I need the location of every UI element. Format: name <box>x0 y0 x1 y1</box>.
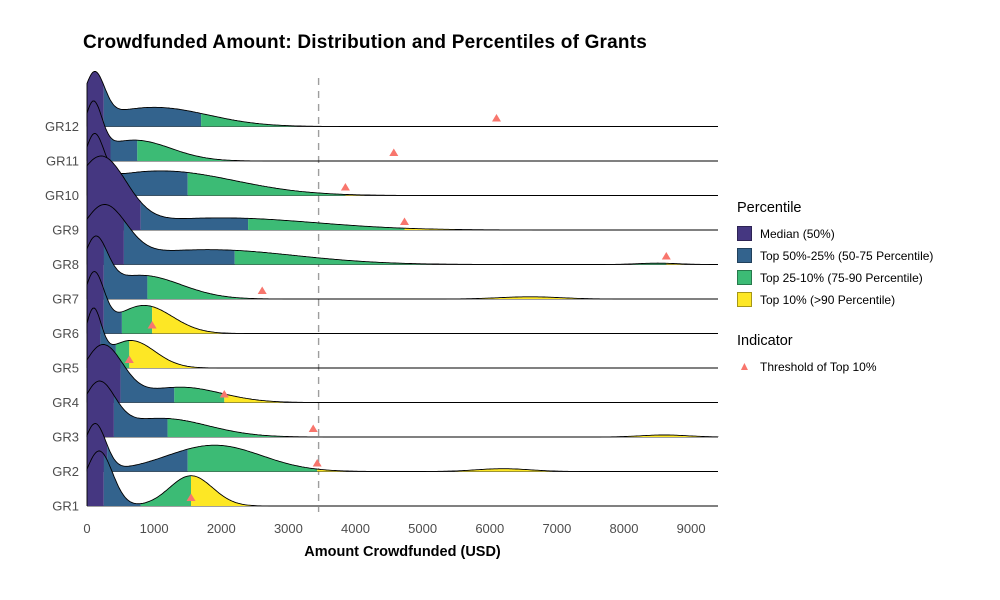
legend-item-threshold: ▲ Threshold of Top 10% <box>737 359 997 374</box>
legend-item-p50-75: Top 50%-25% (50-75 Percentile) <box>737 248 997 263</box>
legend-label-median: Median (50%) <box>760 226 835 241</box>
ridge-outline-GR10 <box>86 133 718 196</box>
density-band-p75-90-GR8 <box>234 250 667 265</box>
legend-label-p50-75: Top 50%-25% (50-75 Percentile) <box>760 248 934 263</box>
density-band-p75-90-GR2 <box>187 445 318 472</box>
legend-percentile-title: Percentile <box>737 200 802 216</box>
density-band-top10-GR4 <box>224 393 719 403</box>
legend-indicator-title: Indicator <box>737 333 793 349</box>
ridge-outline-GR2 <box>86 423 718 472</box>
ridge-outline-GR5 <box>86 307 718 369</box>
legend-label-p75-90: Top 25-10% (75-90 Percentile) <box>760 270 923 285</box>
group-label-GR12: GR12 <box>45 119 79 134</box>
density-band-median-GR1 <box>87 451 104 506</box>
x-tick-label: 6000 <box>475 521 504 536</box>
density-band-p75-90-GR9 <box>248 218 405 230</box>
median-swatch-icon <box>737 226 752 241</box>
threshold-marker-GR10 <box>340 183 350 191</box>
density-band-p50-75-GR4 <box>120 360 175 403</box>
chart-title: Crowdfunded Amount: Distribution and Per… <box>83 32 648 53</box>
density-band-p75-90-GR4 <box>174 387 225 403</box>
p50-75-swatch-icon <box>737 248 752 263</box>
threshold-marker-GR9 <box>400 217 409 225</box>
x-tick-label: 4000 <box>341 521 370 536</box>
x-tick-label: 3000 <box>274 521 303 536</box>
legend-label-top10: Top 10% (>90 Percentile) <box>760 292 896 307</box>
density-band-p50-75-GR12 <box>103 85 202 127</box>
density-band-top10-GR7 <box>262 296 718 299</box>
density-band-p75-90-GR6 <box>121 305 153 334</box>
legend-label-threshold: Threshold of Top 10% <box>760 359 877 374</box>
density-band-p75-90-GR12 <box>201 113 497 127</box>
ridge-outline-GR3 <box>86 380 719 438</box>
ridge-outline-GR7 <box>86 235 718 300</box>
x-tick-label: 8000 <box>610 521 639 536</box>
density-band-p50-75-GR7 <box>103 244 148 299</box>
density-band-top10-GR9 <box>404 228 718 230</box>
ridge-outline-GR4 <box>86 344 718 403</box>
group-label-GR5: GR5 <box>52 361 79 376</box>
top10-swatch-icon <box>737 292 752 307</box>
density-band-top10-GR2 <box>317 468 718 472</box>
ridge-outline-GR1 <box>86 450 718 507</box>
group-label-GR6: GR6 <box>52 326 79 341</box>
legend-item-median: Median (50%) <box>737 226 997 241</box>
density-band-p75-90-GR11 <box>137 140 394 161</box>
ridge-outline-GR9 <box>86 155 718 231</box>
group-label-GR8: GR8 <box>52 257 79 272</box>
x-tick-label: 0 <box>83 521 90 536</box>
density-band-p75-90-GR10 <box>187 172 346 196</box>
density-band-p50-75-GR1 <box>103 454 141 506</box>
density-band-p75-90-GR7 <box>147 275 263 299</box>
density-band-top10-GR6 <box>152 306 719 334</box>
ridge-outline-GR8 <box>86 204 718 265</box>
density-band-p75-90-GR3 <box>167 418 314 437</box>
x-tick-label: 1000 <box>140 521 169 536</box>
threshold-triangle-icon: ▲ <box>738 359 751 373</box>
group-label-GR10: GR10 <box>45 188 79 203</box>
legend-item-top10: Top 10% (>90 Percentile) <box>737 292 997 307</box>
threshold-marker-GR1 <box>186 493 196 501</box>
density-band-p50-75-GR9 <box>140 201 249 230</box>
p75-90-swatch-icon <box>737 270 752 285</box>
ridge-outline-GR11 <box>86 100 718 162</box>
legend: Percentile Median (50%) Top 50%-25% (50-… <box>737 200 997 381</box>
threshold-marker-GR6 <box>147 321 157 329</box>
x-tick-label: 5000 <box>408 521 437 536</box>
threshold-marker-GR2 <box>312 459 322 467</box>
legend-item-p75-90: Top 25-10% (75-90 Percentile) <box>737 270 997 285</box>
density-band-top10-GR5 <box>129 340 719 368</box>
threshold-marker-GR5 <box>124 355 134 363</box>
threshold-marker-GR4 <box>219 390 229 398</box>
density-band-median-GR3 <box>87 381 114 437</box>
group-label-GR3: GR3 <box>52 430 79 445</box>
group-label-GR1: GR1 <box>52 499 79 514</box>
ridge-outline-GR12 <box>86 71 718 127</box>
density-band-p50-75-GR2 <box>107 444 188 472</box>
density-band-top10-GR1 <box>191 475 718 506</box>
group-label-GR9: GR9 <box>52 223 79 238</box>
ridge-outline-GR6 <box>86 271 718 334</box>
x-tick-label: 9000 <box>677 521 706 536</box>
x-tick-label: 7000 <box>542 521 571 536</box>
threshold-marker-GR7 <box>257 286 267 294</box>
density-band-p50-75-GR11 <box>110 137 138 161</box>
group-label-GR2: GR2 <box>52 464 79 479</box>
x-axis-title: Amount Crowdfunded (USD) <box>304 544 501 560</box>
density-band-p50-75-GR8 <box>123 220 235 265</box>
group-label-GR4: GR4 <box>52 395 79 410</box>
group-label-GR11: GR11 <box>46 154 79 169</box>
threshold-marker-GR3 <box>308 424 318 432</box>
group-label-GR7: GR7 <box>52 292 79 307</box>
threshold-marker-GR8 <box>661 252 671 260</box>
threshold-marker-GR11 <box>389 148 399 156</box>
density-band-p50-75-GR3 <box>113 395 168 437</box>
threshold-marker-GR12 <box>492 114 501 122</box>
x-tick-label: 2000 <box>207 521 236 536</box>
density-band-p50-75-GR6 <box>103 289 122 334</box>
density-band-top10-GR8 <box>666 263 718 265</box>
